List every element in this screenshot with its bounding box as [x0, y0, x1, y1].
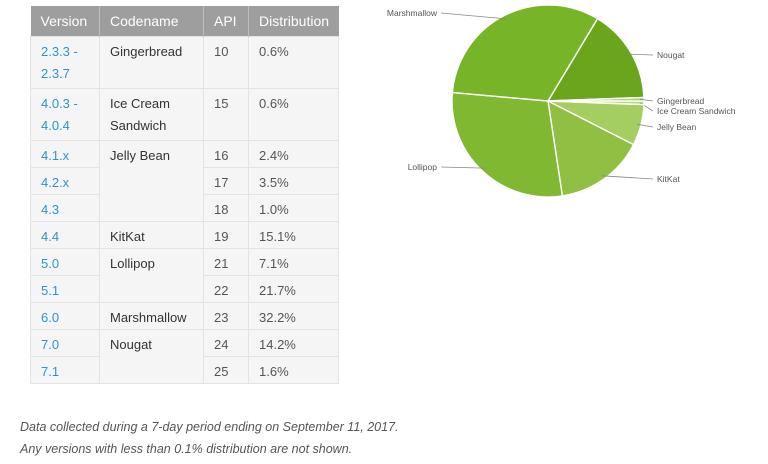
- version-link[interactable]: 4.2.x: [30, 167, 100, 195]
- version-link[interactable]: 4.4: [30, 221, 100, 249]
- distribution-table: Version Codename API Distribution 2.3.3 …: [30, 6, 339, 384]
- version-link[interactable]: 4.3: [30, 194, 100, 222]
- header-api: API: [203, 6, 249, 37]
- table-row: 4.0.3 - 4.0.4 Ice Cream Sandwich 15 0.6%: [30, 88, 339, 141]
- table-row: 5.0 Lollipop 21 7.1%: [30, 248, 339, 303]
- version-link[interactable]: 2.3.3 - 2.3.7: [30, 36, 100, 89]
- pie-leader-line: [637, 123, 654, 128]
- pie-label-marshmallow: Marshmallow: [387, 8, 438, 18]
- pie-label-kitkat: KitKat: [657, 174, 680, 184]
- distribution-cell: 1.6%: [248, 356, 339, 384]
- table-row: 4.1.x Jelly Bean 16 2.4%: [30, 140, 339, 222]
- header-version: Version: [30, 6, 100, 37]
- pie-leader-line: [440, 12, 507, 20]
- version-link[interactable]: 7.1: [30, 356, 100, 384]
- distribution-cell: 2.4%: [248, 140, 339, 168]
- codename-cell: Nougat: [99, 329, 204, 384]
- api-cell: 18: [203, 194, 249, 222]
- api-cell: 25: [203, 356, 249, 384]
- codename-cell: Ice Cream Sandwich: [99, 88, 204, 141]
- distribution-cell: 32.2%: [248, 302, 339, 330]
- version-link[interactable]: 7.0: [30, 329, 100, 357]
- table-row: 4.3 18 1.0%: [30, 194, 339, 222]
- table-row: 7.0 Nougat 24 14.2%: [30, 329, 339, 384]
- distribution-cell: 0.6%: [248, 88, 339, 141]
- version-link[interactable]: 4.0.3 - 4.0.4: [30, 88, 100, 141]
- distribution-cell: 0.6%: [248, 36, 339, 89]
- version-link[interactable]: 6.0: [30, 302, 100, 330]
- api-cell: 17: [203, 167, 249, 195]
- table-row: 2.3.3 - 2.3.7 Gingerbread 10 0.6%: [30, 36, 339, 89]
- pie-slice-kitkat: [547, 99, 635, 197]
- pie-leader-line: [627, 53, 654, 56]
- pie-label-lollipop: Lollipop: [408, 162, 438, 172]
- footnote-threshold: Any versions with less than 0.1% distrib…: [20, 442, 353, 456]
- table-header-row: Version Codename API Distribution: [30, 6, 339, 37]
- codename-cell: Jelly Bean: [99, 140, 204, 222]
- table-row: 4.2.x 17 3.5%: [30, 167, 339, 195]
- api-cell: 23: [203, 302, 249, 330]
- codename-cell: Marshmallow: [99, 302, 204, 330]
- table-row: 5.1 22 21.7%: [30, 275, 339, 303]
- version-link[interactable]: 5.1: [30, 275, 100, 303]
- codename-cell: Gingerbread: [99, 36, 204, 89]
- distribution-cell: 7.1%: [248, 248, 339, 276]
- api-cell: 19: [203, 221, 249, 249]
- api-cell: 10: [203, 36, 249, 89]
- api-cell: 24: [203, 329, 249, 357]
- api-cell: 22: [203, 275, 249, 303]
- api-cell: 15: [203, 88, 249, 141]
- header-codename: Codename: [99, 6, 204, 37]
- pie-leader-line: [640, 98, 654, 102]
- table-row: 4.4 KitKat 19 15.1%: [30, 221, 339, 249]
- pie-label-jelly-bean: Jelly Bean: [657, 122, 696, 132]
- pie-slice-nougat: [546, 17, 645, 102]
- table-row: 6.0 Marshmallow 23 32.2%: [30, 302, 339, 330]
- api-cell: 16: [203, 140, 249, 168]
- distribution-cell: 21.7%: [248, 275, 339, 303]
- api-cell: 21: [203, 248, 249, 276]
- table-row: 7.1 25 1.6%: [30, 356, 339, 384]
- header-distribution: Distribution: [248, 6, 339, 37]
- version-link[interactable]: 4.1.x: [30, 140, 100, 168]
- footnote-collection-period: Data collected during a 7-day period end…: [20, 420, 399, 434]
- distribution-cell: 15.1%: [248, 221, 339, 249]
- pie-slice-marshmallow: [451, 4, 599, 102]
- pie-label-gingerbread: Gingerbread: [657, 96, 705, 106]
- pie-label-nougat: Nougat: [657, 50, 685, 60]
- distribution-cell: 1.0%: [248, 194, 339, 222]
- distribution-cell: 3.5%: [248, 167, 339, 195]
- pie-leader-line: [440, 166, 485, 169]
- pie-slice-lollipop: [451, 91, 564, 198]
- pie-label-ice-cream-sandwich: Ice Cream Sandwich: [657, 106, 736, 116]
- codename-cell: KitKat: [99, 221, 204, 249]
- codename-cell: Lollipop: [99, 248, 204, 303]
- pie-leader-line: [601, 175, 654, 180]
- distribution-cell: 14.2%: [248, 329, 339, 357]
- version-link[interactable]: 5.0: [30, 248, 100, 276]
